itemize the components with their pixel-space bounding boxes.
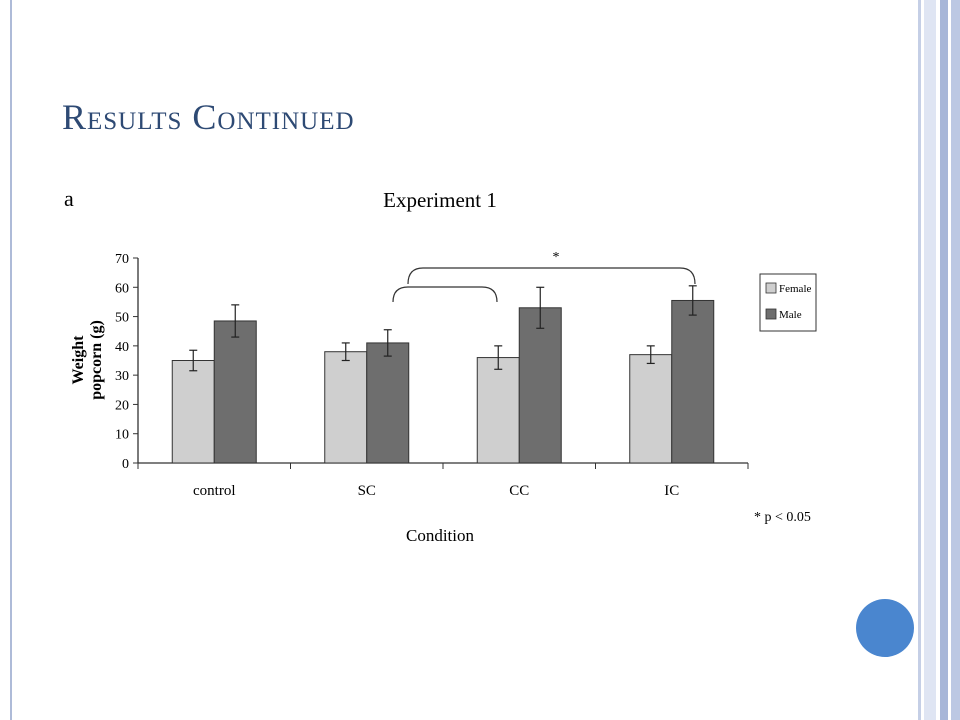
category-label-ic: IC bbox=[664, 483, 679, 499]
slide-title: Results Continued bbox=[62, 97, 355, 137]
y-tick-label: 0 bbox=[122, 457, 129, 472]
legend-swatch-female bbox=[765, 282, 777, 294]
bar-male-sc bbox=[366, 342, 410, 464]
bar-male-control bbox=[213, 320, 257, 464]
significance-annotations: * bbox=[392, 250, 696, 303]
left-border-rule bbox=[10, 0, 12, 720]
bar-male-cc bbox=[518, 307, 562, 464]
y-tick-label: 10 bbox=[115, 428, 129, 443]
bar-chart: a Experiment 1 Weight popcorn (g) 0 10 20 3… bbox=[50, 180, 830, 560]
significance-star: * bbox=[553, 250, 560, 265]
bar-male-ic bbox=[671, 299, 715, 464]
y-tick-label: 70 bbox=[115, 252, 129, 267]
bracket-sc-ic bbox=[407, 267, 696, 285]
category-label-cc: CC bbox=[509, 483, 529, 499]
legend-label-female: Female bbox=[779, 283, 811, 295]
bar-female-control bbox=[171, 360, 215, 464]
y-tick-label: 20 bbox=[115, 398, 129, 413]
category-labels: control SC CC IC bbox=[193, 483, 679, 499]
y-tick-label: 40 bbox=[115, 340, 129, 355]
chart-title: Experiment 1 bbox=[383, 188, 497, 212]
bar-female-ic bbox=[629, 354, 673, 464]
y-tick-label: 50 bbox=[115, 311, 129, 326]
circle-ornament bbox=[856, 599, 914, 657]
y-axis-title-line1: Weight bbox=[70, 335, 87, 385]
y-tick-label: 30 bbox=[115, 369, 129, 384]
y-axis-title: Weight popcorn (g) bbox=[70, 320, 105, 400]
x-axis-title: Condition bbox=[406, 526, 475, 545]
chart-bars bbox=[171, 285, 715, 464]
category-label-control: control bbox=[193, 483, 236, 499]
y-tick-label: 60 bbox=[115, 281, 129, 296]
legend-label-male: Male bbox=[779, 309, 802, 321]
bracket-sc-cc bbox=[392, 286, 498, 303]
legend-swatch-male bbox=[765, 308, 777, 320]
bar-female-cc bbox=[476, 357, 520, 464]
category-label-sc: SC bbox=[358, 483, 376, 499]
bar-female-sc bbox=[324, 351, 368, 464]
footnote: * p < 0.05 bbox=[754, 510, 811, 525]
chart-svg: a Experiment 1 Weight popcorn (g) 0 10 20 3… bbox=[64, 186, 817, 545]
right-decorative-band bbox=[918, 0, 960, 720]
panel-letter: a bbox=[64, 186, 74, 211]
legend: Female Male bbox=[759, 273, 817, 332]
y-axis-title-line2: popcorn (g) bbox=[88, 320, 105, 400]
